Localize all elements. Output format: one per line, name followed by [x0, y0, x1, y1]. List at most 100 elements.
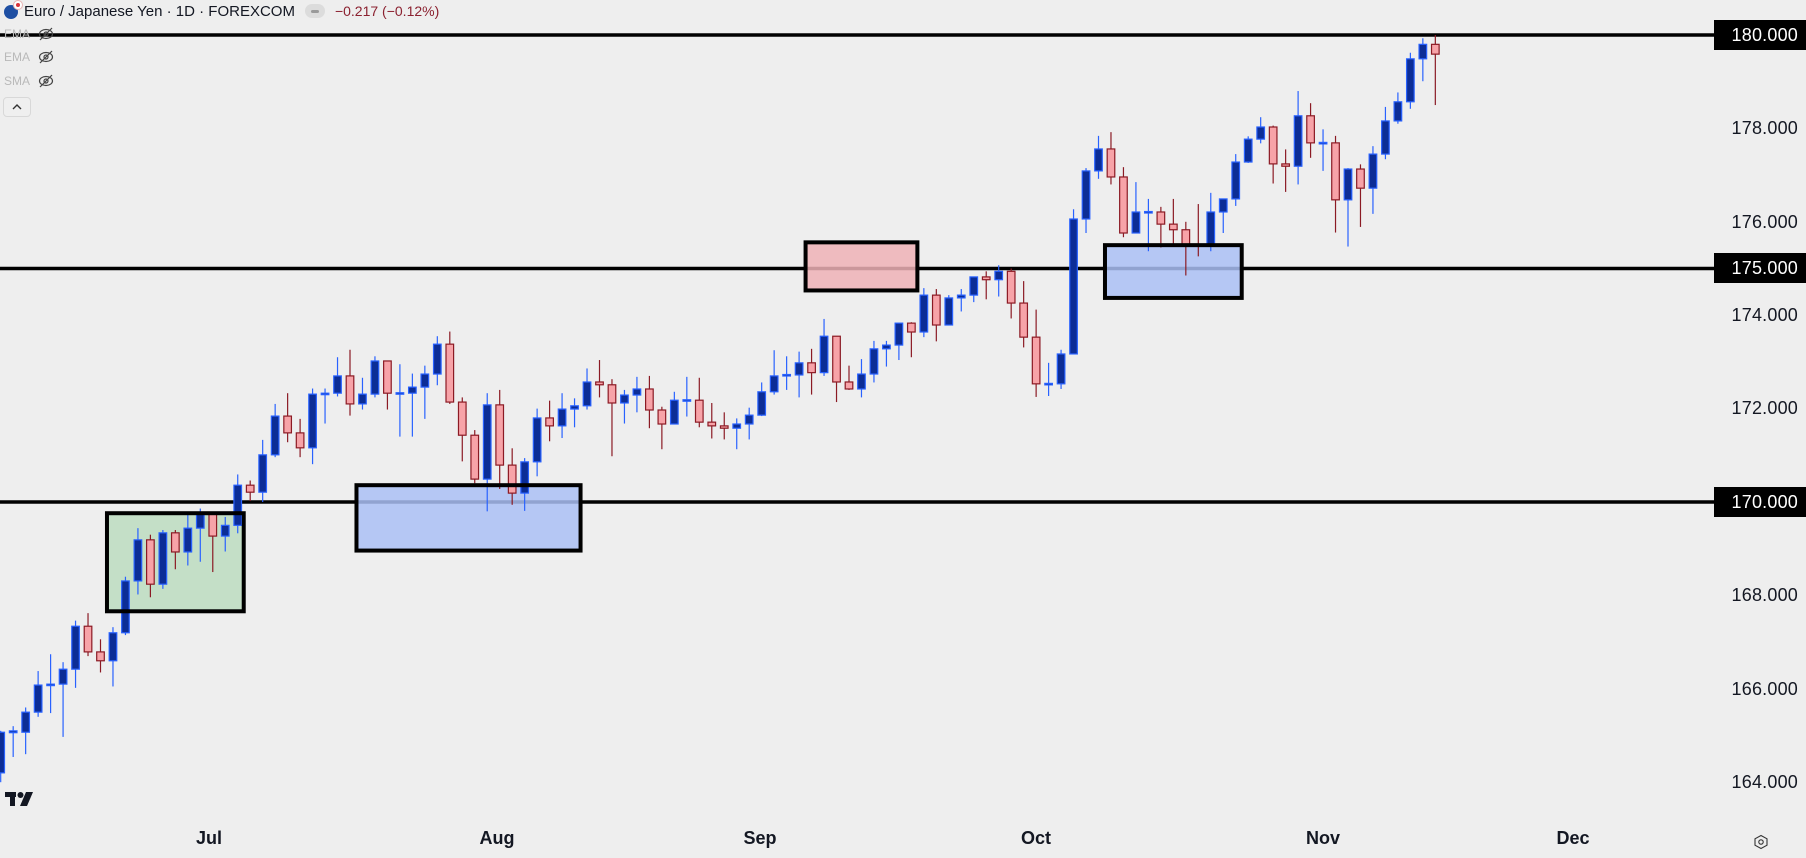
candle: [1430, 35, 1440, 106]
candle: [1418, 38, 1428, 82]
candle: [0, 730, 6, 783]
candle: [71, 620, 80, 688]
collapse-legend-button[interactable]: [3, 97, 31, 117]
candle: [906, 322, 916, 358]
candle: [183, 514, 193, 566]
chevron-up-icon: [12, 104, 22, 110]
market-status-icon[interactable]: [304, 4, 325, 18]
candle: [694, 377, 704, 428]
candle: [108, 627, 118, 687]
candle: [1056, 349, 1066, 389]
candle: [96, 639, 105, 673]
candle: [931, 289, 941, 342]
candle: [1405, 52, 1415, 109]
candle: [33, 671, 43, 717]
candle: [1293, 91, 1303, 185]
blue-zone-aug[interactable]: [354, 483, 583, 553]
candle: [994, 265, 1004, 297]
candle: [532, 408, 542, 477]
symbol-legend[interactable]: Euro / Japanese Yen · 1D · FOREXCOM −0.2…: [4, 0, 440, 21]
candle: [782, 356, 792, 390]
green-zone[interactable]: [104, 511, 246, 614]
candle: [507, 448, 517, 505]
candle: [1331, 135, 1340, 233]
candle: [545, 400, 554, 442]
candle: [133, 528, 143, 595]
eye-off-icon[interactable]: [38, 27, 54, 41]
candle: [220, 516, 230, 552]
indicator-row-sma[interactable]: SMA: [4, 71, 54, 91]
candle: [470, 430, 480, 484]
time-label: Sep: [743, 828, 777, 848]
candle: [383, 360, 392, 410]
red-zone-sep[interactable]: [803, 240, 920, 293]
candle: [1131, 182, 1141, 234]
zones-border: [104, 240, 1244, 614]
candle: [1318, 129, 1328, 171]
candle: [283, 393, 293, 443]
price-label: 174.000: [1731, 305, 1798, 325]
time-label: Oct: [1020, 828, 1052, 848]
candle: [1231, 154, 1241, 206]
indicator-label: EMA: [4, 27, 31, 41]
price-label: 172.000: [1731, 398, 1798, 418]
price-change: −0.217 (−0.12%): [334, 3, 440, 19]
candle: [1094, 135, 1103, 179]
candle: [1356, 164, 1365, 227]
candle: [632, 376, 642, 413]
eye-off-icon[interactable]: [38, 74, 54, 88]
candle: [794, 351, 804, 398]
symbol-title: Euro / Japanese Yen · 1D · FOREXCOM: [24, 2, 295, 20]
candle: [457, 397, 467, 462]
candle: [83, 613, 93, 657]
candle: [1156, 206, 1166, 248]
candle: [395, 364, 405, 437]
indicator-row-ema-2[interactable]: EMA: [4, 47, 54, 67]
candle: [1281, 149, 1291, 192]
candle: [707, 402, 717, 439]
candle: [669, 391, 679, 425]
candle: [657, 406, 667, 450]
candle: [258, 439, 268, 502]
candle: [807, 348, 816, 395]
candle: [819, 318, 829, 376]
candle: [308, 388, 317, 465]
indicator-row-ema-1[interactable]: EMA: [4, 24, 54, 44]
candle: [769, 350, 779, 395]
candle: [46, 654, 55, 714]
candle: [1343, 168, 1353, 247]
tradingview-logo-icon[interactable]: [5, 790, 37, 808]
settings-icon[interactable]: [1753, 834, 1769, 850]
price-label: 175.000: [1714, 253, 1806, 283]
candle: [1143, 198, 1153, 252]
candle: [495, 389, 505, 489]
candle: [719, 412, 729, 440]
candle: [1019, 281, 1029, 348]
candle: [1106, 132, 1116, 185]
candle: [1206, 192, 1216, 252]
blue-zone-oct[interactable]: [1102, 243, 1244, 300]
candle: [295, 418, 305, 458]
candle: [121, 576, 130, 636]
candle: [1044, 362, 1054, 396]
candle: [245, 480, 255, 502]
price-label: 170.000: [1714, 487, 1806, 517]
candles-layer: [0, 35, 1440, 783]
candle: [1256, 117, 1266, 144]
eye-off-icon[interactable]: [38, 50, 54, 64]
blue-zone-oct-fill: [1104, 245, 1242, 298]
candle: [882, 340, 891, 367]
candle: [744, 407, 754, 440]
blue-zone-aug-fill: [356, 485, 581, 551]
candle: [682, 376, 692, 417]
price-label: 166.000: [1731, 679, 1798, 699]
candle: [345, 349, 355, 416]
candle: [1268, 125, 1278, 184]
candle: [1006, 268, 1016, 319]
candle: [370, 356, 380, 398]
candle: [732, 418, 742, 450]
candle: [146, 534, 155, 598]
candle: [570, 398, 579, 428]
time-label: Nov: [1305, 828, 1341, 848]
